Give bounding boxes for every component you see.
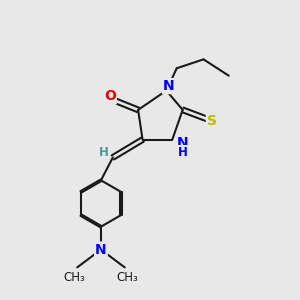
Text: CH₃: CH₃ (117, 271, 139, 284)
Text: S: S (207, 114, 217, 128)
Text: N: N (95, 243, 107, 256)
Text: N: N (163, 79, 175, 93)
Text: H: H (99, 146, 109, 160)
Text: O: O (104, 89, 116, 103)
Text: H: H (178, 146, 188, 159)
Text: CH₃: CH₃ (63, 271, 85, 284)
Text: N: N (177, 136, 188, 150)
